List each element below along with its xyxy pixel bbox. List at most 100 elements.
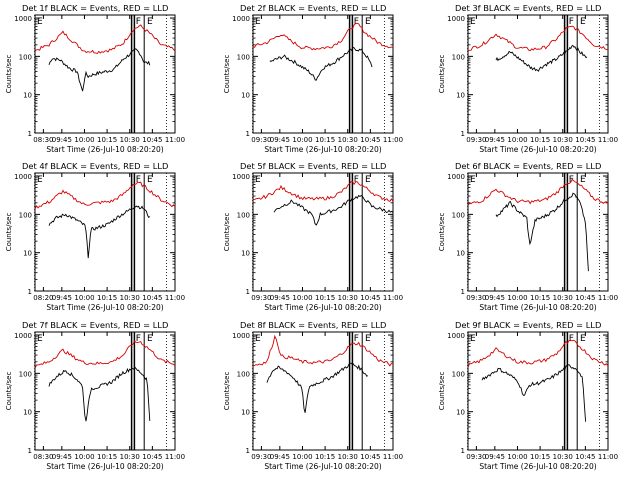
events-series-line: [48, 48, 151, 92]
x-tick-label: 11:00: [598, 136, 618, 144]
y-tick-label: 10: [456, 92, 465, 100]
x-tick-label: 10:00: [507, 453, 527, 461]
x-tick-label: 10:00: [507, 136, 527, 144]
x-tick-label: 10:15: [97, 453, 117, 461]
x-tick-label: 10:15: [315, 453, 335, 461]
events-series-line: [273, 194, 394, 226]
y-tick-label: 10: [456, 409, 465, 417]
x-tick-label: 09:30: [466, 453, 486, 461]
chart-title: Det 2f BLACK = Events, RED = LLD: [240, 3, 386, 13]
x-axis-label: Start Time (26-Jul-10 08:20:20): [479, 303, 596, 312]
marker-label-e: E: [365, 175, 371, 185]
y-tick-label: 10: [23, 250, 32, 258]
x-tick-label: 09:30: [466, 294, 486, 302]
marker-label-f: F: [136, 175, 141, 185]
x-tick-label: 10:15: [97, 136, 117, 144]
chart-title: Det 6f BLACK = Events, RED = LLD: [455, 161, 601, 171]
chart-title: Det 4f BLACK = Events, RED = LLD: [22, 161, 168, 171]
x-tick-label: 09:45: [485, 294, 505, 302]
chart-panel-7: Det 7f BLACK = Events, RED = LLD Counts/s…: [5, 320, 185, 471]
y-tick-label: 100: [19, 53, 32, 61]
chart-title: Det 7f BLACK = Events, RED = LLD: [22, 320, 168, 330]
plot-frame: [467, 14, 609, 134]
marker-label-f: F: [136, 17, 141, 27]
x-tick-label: 11:00: [598, 294, 618, 302]
x-tick-label: 11:00: [165, 294, 185, 302]
y-tick-label: 100: [452, 370, 465, 378]
x-tick-label: 10:45: [360, 453, 380, 461]
y-axis-label: Counts/sec: [438, 213, 446, 252]
chart-title: Det 9f BLACK = Events, RED = LLD: [455, 320, 601, 330]
y-axis-label: Counts/sec: [5, 55, 13, 94]
x-tick-label: 10:30: [338, 294, 358, 302]
plot-frame: [467, 331, 609, 451]
x-tick-label: 10:00: [74, 453, 94, 461]
marker-label-e: E: [580, 334, 586, 344]
marker-label-f: F: [569, 334, 574, 344]
y-tick-label: 1000: [14, 15, 32, 23]
chart-title: Det 1f BLACK = Events, RED = LLD: [22, 3, 168, 13]
x-axis-label: Start Time (26-Jul-10 08:20:20): [46, 462, 163, 471]
y-tick-label: 1: [246, 130, 250, 138]
x-tick-label: 10:45: [360, 294, 380, 302]
marker-label-e: E: [255, 334, 261, 344]
x-tick-label: 11:00: [383, 294, 403, 302]
marker-label-e: E: [580, 175, 586, 185]
y-tick-label: 1: [461, 130, 465, 138]
events-series-line: [48, 205, 151, 259]
x-axis-label: Start Time (26-Jul-10 08:20:20): [46, 145, 163, 154]
y-tick-label: 10: [456, 250, 465, 258]
lld-series-line: [34, 340, 176, 369]
marker-label-f: F: [569, 175, 574, 185]
x-axis-label: Start Time (26-Jul-10 08:20:20): [264, 145, 381, 154]
marker-label-e: E: [255, 17, 261, 27]
y-tick-label: 100: [237, 53, 250, 61]
x-tick-label: 10:00: [292, 453, 312, 461]
marker-label-e: E: [470, 175, 476, 185]
x-tick-label: 08:30: [33, 453, 53, 461]
y-tick-label: 1000: [232, 332, 250, 340]
y-tick-label: 1000: [232, 15, 250, 23]
y-tick-label: 10: [23, 409, 32, 417]
x-tick-label: 10:15: [530, 294, 550, 302]
x-tick-label: 09:45: [52, 294, 72, 302]
x-tick-label: 09:45: [270, 136, 290, 144]
plot-frame: [34, 14, 176, 134]
y-tick-label: 1000: [447, 15, 465, 23]
x-tick-label: 10:00: [74, 294, 94, 302]
y-tick-label: 100: [237, 211, 250, 219]
y-axis-label: Counts/sec: [223, 55, 231, 94]
y-tick-label: 10: [23, 92, 32, 100]
y-tick-label: 100: [19, 211, 32, 219]
plot-frame: [252, 14, 394, 134]
marker-label-e: E: [37, 175, 43, 185]
lld-series-line: [252, 22, 394, 51]
marker-label-e: E: [37, 334, 43, 344]
plot-frame: [34, 331, 176, 451]
lld-series-line: [252, 180, 394, 202]
x-tick-label: 09:30: [251, 453, 271, 461]
x-tick-label: 10:45: [142, 294, 162, 302]
lld-series-line: [467, 25, 609, 52]
x-tick-label: 10:30: [553, 294, 573, 302]
marker-label-f: F: [136, 334, 141, 344]
y-axis-label: Counts/sec: [223, 372, 231, 411]
x-axis-label: Start Time (26-Jul-10 08:20:20): [479, 462, 596, 471]
y-axis-label: Counts/sec: [438, 372, 446, 411]
x-tick-label: 09:45: [52, 453, 72, 461]
x-tick-label: 10:30: [553, 136, 573, 144]
y-tick-label: 1000: [447, 332, 465, 340]
y-tick-label: 1: [461, 288, 465, 296]
x-tick-label: 10:00: [292, 294, 312, 302]
events-series-line: [481, 364, 587, 422]
marker-label-e: E: [365, 17, 371, 27]
marker-label-e: E: [470, 17, 476, 27]
y-tick-label: 1: [246, 447, 250, 455]
y-axis-label: Counts/sec: [5, 213, 13, 252]
events-series-line: [266, 362, 369, 413]
chart-title: Det 8f BLACK = Events, RED = LLD: [240, 320, 386, 330]
marker-label-f: F: [354, 334, 359, 344]
chart-panel-1: Det 1f BLACK = Events, RED = LLD Counts/s…: [5, 3, 185, 154]
y-tick-label: 1: [28, 130, 32, 138]
